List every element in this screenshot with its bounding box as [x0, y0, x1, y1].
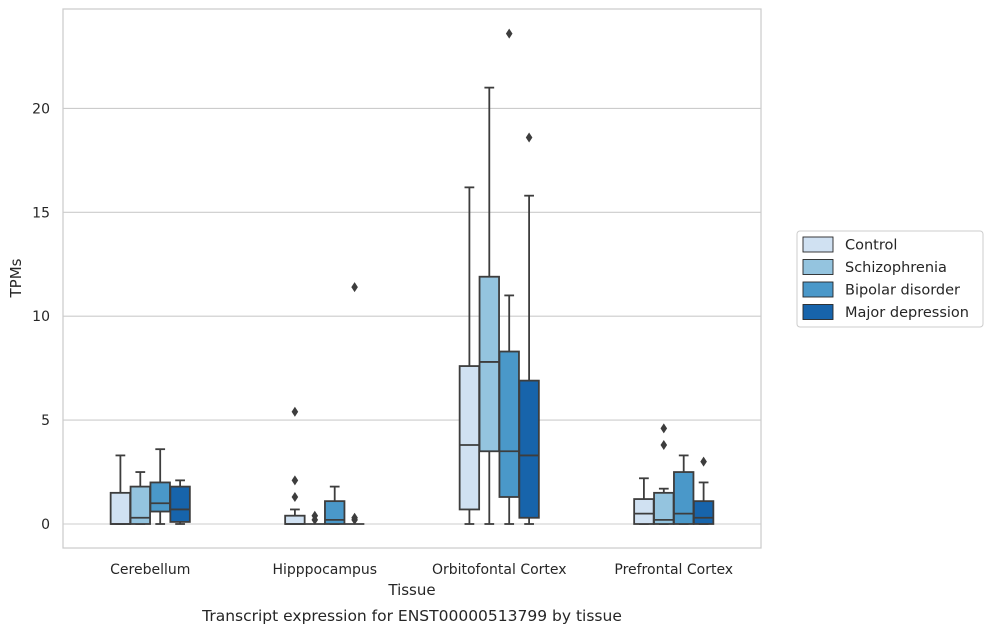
y-axis-label: TPMs [7, 258, 25, 298]
y-tick-label-20: 20 [32, 101, 50, 117]
y-axis-ticks: 0 5 10 15 20 [32, 101, 50, 533]
box-body [692, 500, 715, 525]
x-tick-label-1: Cerebellum [110, 562, 190, 578]
box-4-3 [673, 454, 695, 525]
box-3-3 [498, 28, 520, 525]
box-body [633, 498, 655, 525]
box-body [673, 471, 695, 525]
y-tick-label-0: 0 [41, 517, 50, 533]
box-1-1 [109, 454, 132, 525]
box-body [518, 379, 540, 519]
outlier-point [291, 491, 299, 502]
box-2-4 [344, 282, 365, 525]
box-3-4 [518, 132, 540, 525]
outlier-point [660, 423, 668, 434]
x-tick-label-3: Orbitofontal Cortex [432, 562, 567, 578]
outlier-point [311, 510, 319, 521]
box-body [498, 350, 520, 498]
outlier-point [291, 406, 299, 417]
box-body [169, 485, 191, 523]
x-axis-ticks: Cerebellum Hipppocampus Orbitofontal Corte… [110, 562, 733, 578]
grid [63, 107, 761, 525]
box-2-2 [305, 510, 325, 525]
box-2-1 [284, 406, 306, 525]
box-body [324, 500, 346, 525]
outlier-point [291, 475, 299, 486]
box-2-3 [324, 485, 346, 525]
outlier-point [505, 28, 513, 39]
box-3-1 [458, 186, 481, 525]
legend-swatch-2 [802, 259, 834, 275]
legend: Control Schizophrenia Bipolar disorder Majo… [796, 230, 984, 328]
x-tick-label-2: Hipppocampus [272, 562, 377, 578]
box-body [458, 365, 481, 511]
outlier-point [700, 456, 707, 467]
outlier-point [660, 440, 668, 451]
boxes [109, 28, 715, 525]
outlier-point [351, 512, 358, 523]
box-body [109, 491, 132, 525]
x-tick-label-4: Prefrontal Cortex [614, 562, 733, 578]
box-4-1 [633, 477, 655, 525]
box-4-4 [692, 456, 715, 525]
legend-swatch-1 [802, 236, 834, 253]
legend-frame [796, 230, 984, 328]
box-3-2 [478, 86, 500, 525]
box-1-3 [149, 448, 171, 525]
legend-swatch-4 [802, 304, 834, 320]
y-tick-label-15: 15 [32, 205, 50, 221]
y-tick-label-10: 10 [32, 309, 50, 325]
outlier-point [351, 282, 358, 293]
x-axis-label: Tissue [387, 581, 435, 599]
plot-area-frame [62, 8, 762, 549]
box-4-2 [653, 423, 675, 525]
legend-label-4: Major depression [845, 305, 969, 321]
box-1-2 [129, 471, 151, 525]
box-body [284, 514, 306, 525]
y-tick-label-5: 5 [41, 413, 50, 429]
legend-swatch-3 [802, 281, 834, 298]
legend-label-3: Bipolar disorder [845, 283, 960, 299]
outlier-point [525, 132, 533, 143]
chart-caption: Transcript expression for ENST0000051379… [201, 607, 622, 625]
box-body [478, 275, 500, 453]
box-1-4 [169, 479, 191, 525]
legend-label-2: Schizophrenia [845, 260, 947, 276]
box-body [149, 481, 171, 513]
legend-label-1: Control [845, 238, 897, 254]
